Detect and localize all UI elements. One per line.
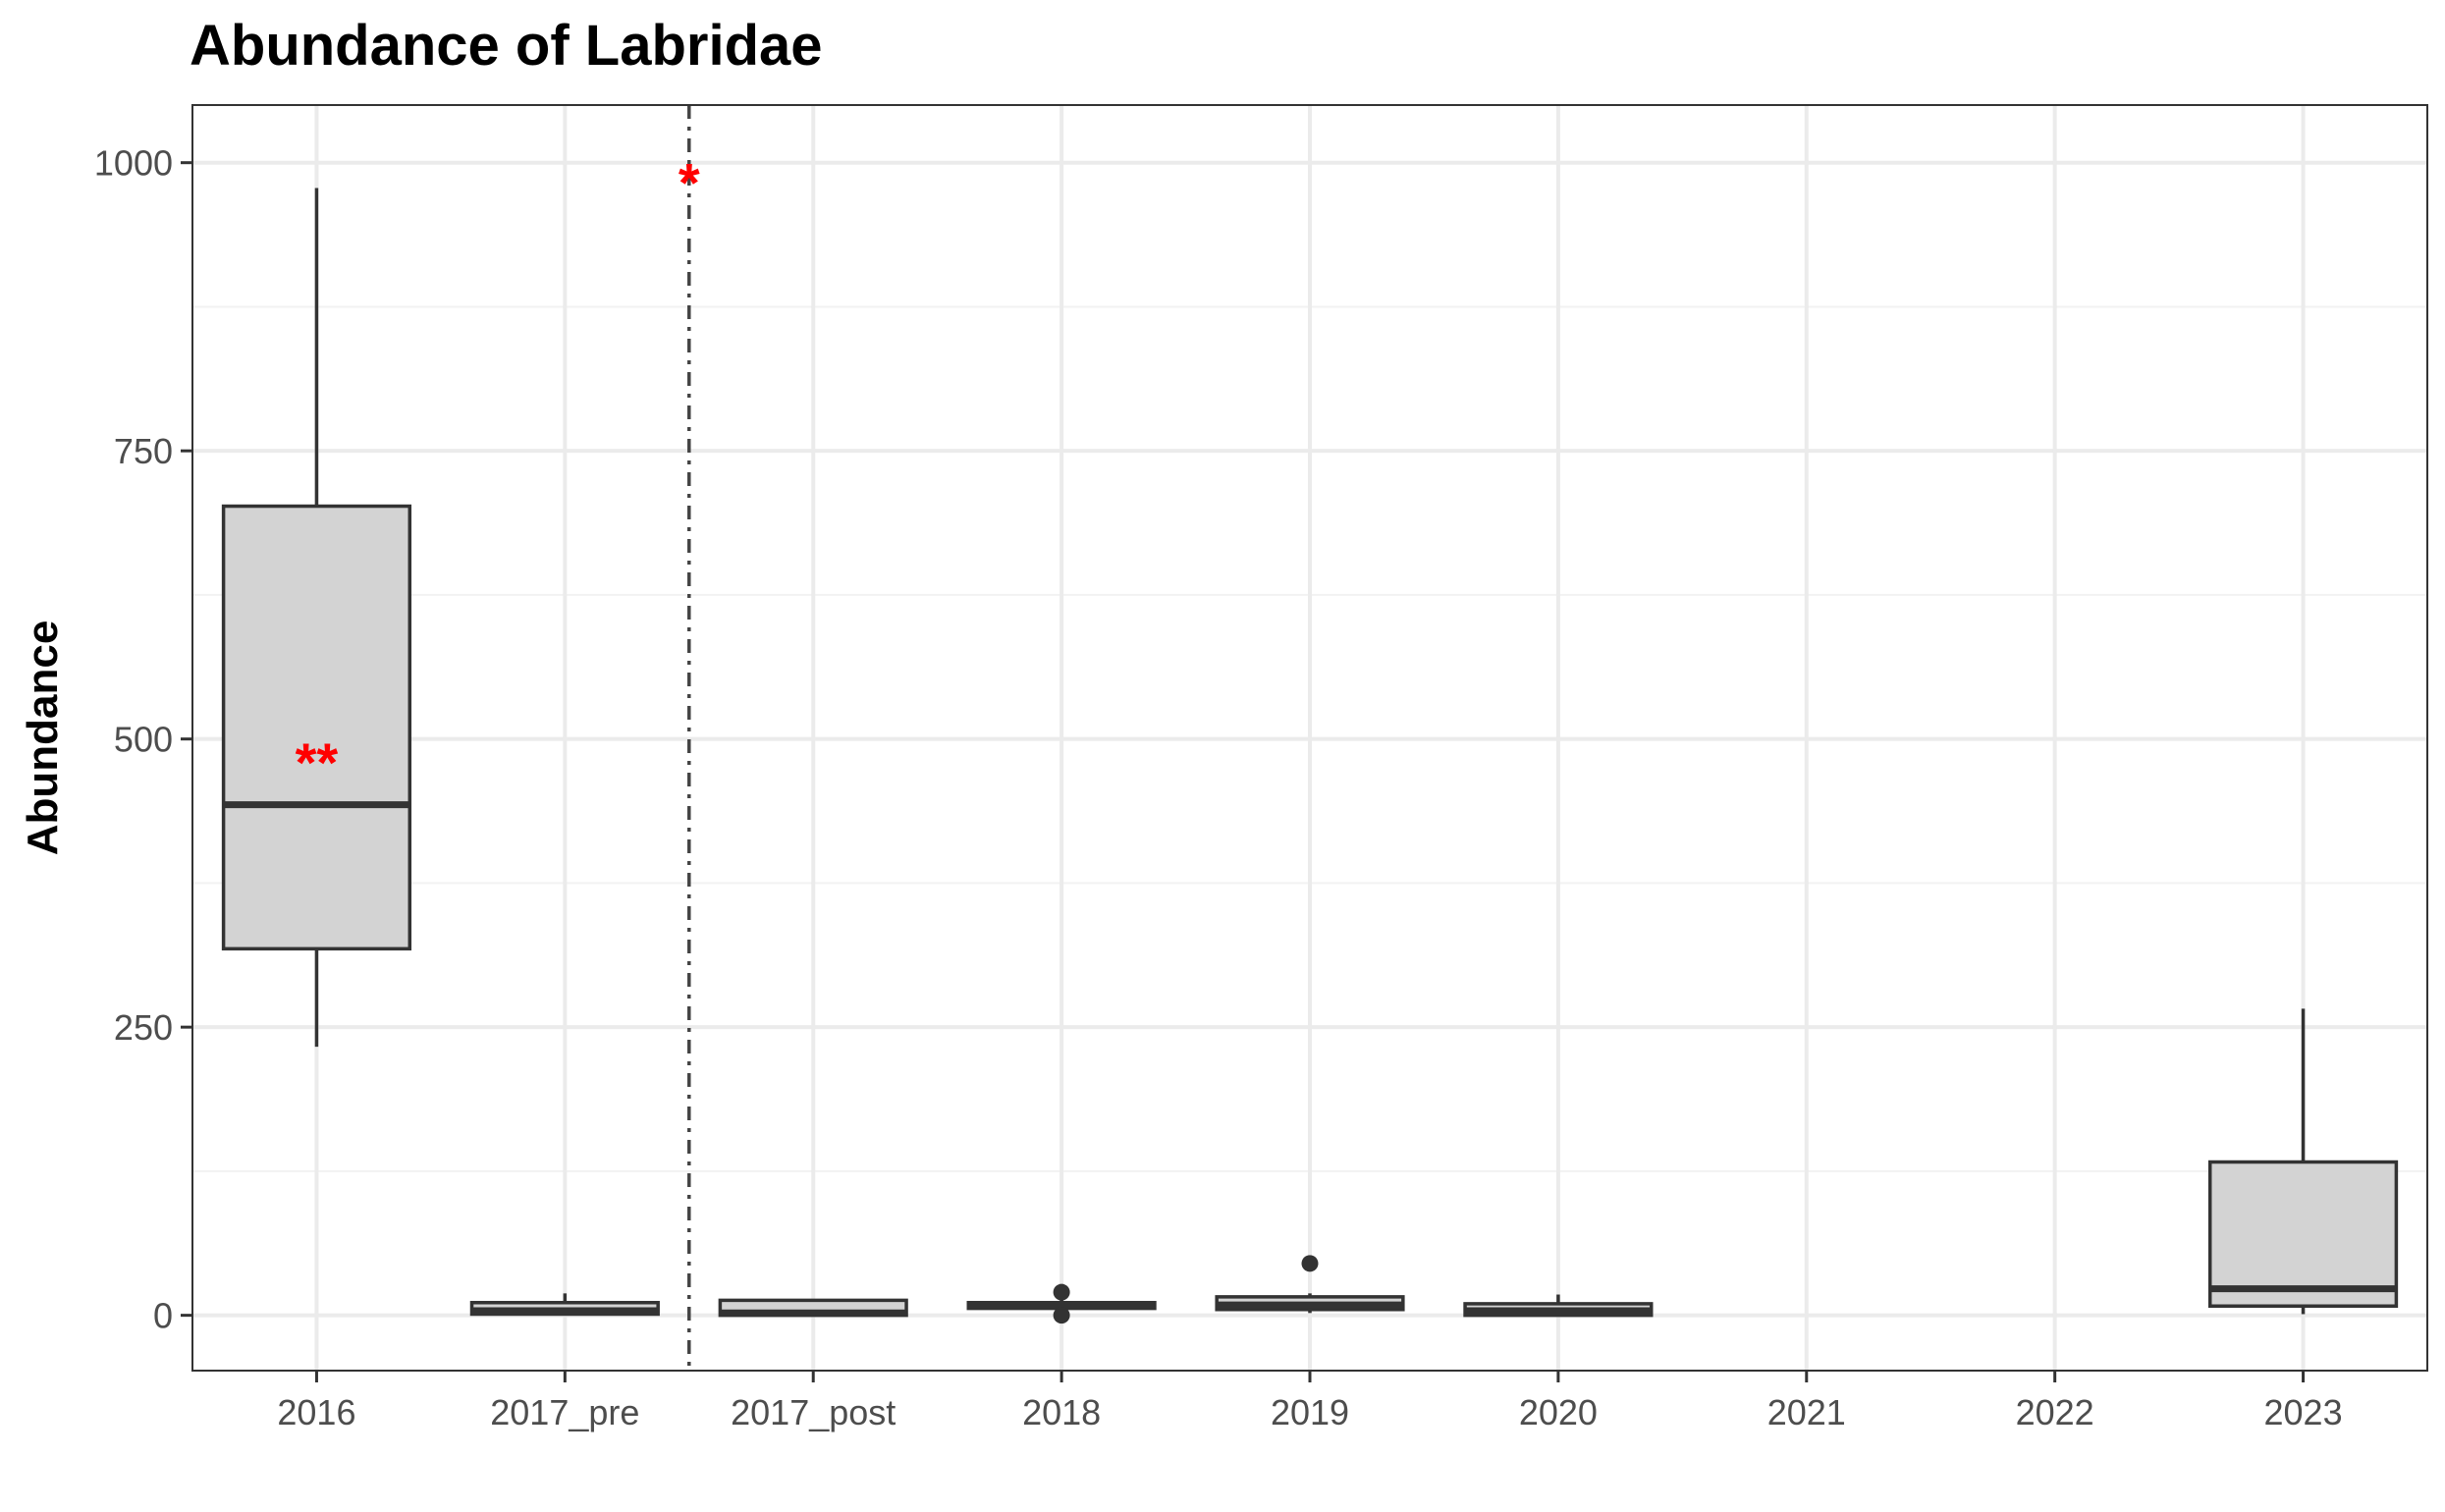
outlier-point — [1053, 1283, 1070, 1301]
annotations: *** — [296, 151, 700, 792]
x-axis: 2016 2017_pre 2017_post 2018 2019 2020 2021 202… — [277, 1371, 2343, 1432]
box-2017_pre — [469, 1293, 660, 1317]
x-tick-label: 2016 — [277, 1392, 355, 1432]
chart-title: Abundance of Labridae — [190, 14, 823, 78]
box-2020 — [1463, 1294, 1654, 1318]
y-tick-label: 250 — [114, 1007, 173, 1048]
y-axis: 0 250 500 750 1000 — [94, 143, 192, 1336]
y-tick-label: 500 — [114, 720, 173, 760]
box-2016 — [221, 188, 412, 1048]
boxes — [221, 188, 2399, 1324]
x-tick-label: 2020 — [1519, 1392, 1598, 1432]
x-tick-label: 2017_post — [731, 1392, 896, 1432]
grid — [192, 105, 2427, 1371]
x-tick-label: 2023 — [2264, 1392, 2343, 1432]
x-tick-label: 2018 — [1022, 1392, 1101, 1432]
box-iqr — [221, 504, 412, 951]
box-2019 — [1215, 1255, 1405, 1314]
outlier-point — [1053, 1307, 1070, 1324]
significance-label: * — [679, 151, 700, 213]
x-tick-label: 2022 — [2016, 1392, 2094, 1432]
box-2023 — [2207, 1008, 2399, 1315]
box-2017_post — [718, 1298, 908, 1318]
box-2018 — [966, 1283, 1157, 1324]
y-axis-label: Abundance — [19, 621, 67, 856]
outlier-point — [1301, 1255, 1319, 1272]
x-tick-label: 2019 — [1271, 1392, 1349, 1432]
significance-label: ** — [296, 731, 339, 793]
y-tick-label: 0 — [153, 1296, 173, 1336]
x-tick-label: 2021 — [1767, 1392, 1846, 1432]
y-tick-label: 1000 — [94, 143, 173, 184]
y-tick-label: 750 — [114, 431, 173, 471]
x-tick-label: 2017_pre — [490, 1392, 639, 1432]
box-iqr — [2207, 1160, 2399, 1309]
